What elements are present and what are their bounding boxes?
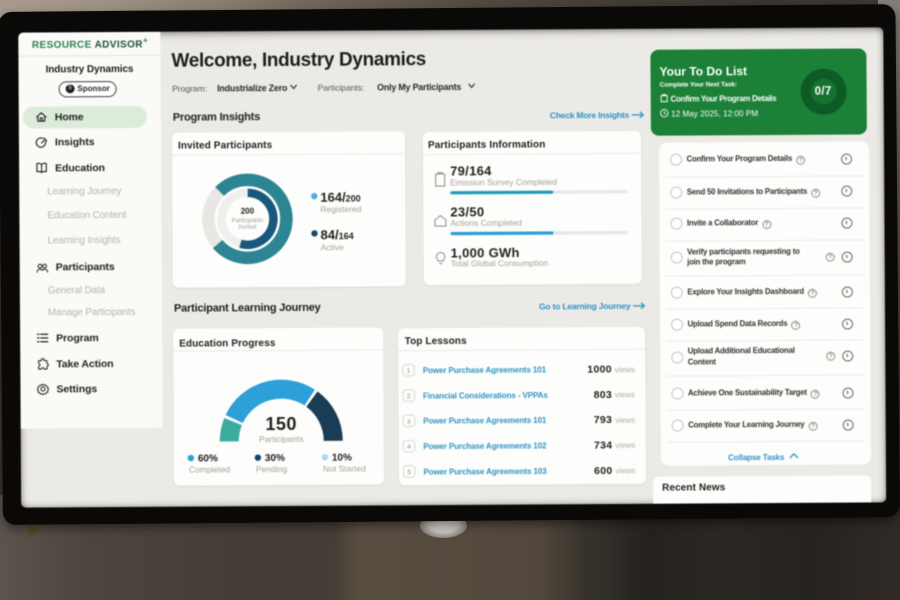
svg-text:734: 734 — [593, 439, 611, 451]
svg-text:Invited: Invited — [238, 224, 256, 230]
svg-text:793: 793 — [593, 413, 611, 425]
svg-text:79/164: 79/164 — [450, 162, 492, 177]
svg-text:Power Purchase Agreements 103: Power Purchase Agreements 103 — [422, 466, 546, 476]
svg-text:Power Purchase Agreements 101: Power Purchase Agreements 101 — [422, 415, 546, 425]
svg-text:5: 5 — [406, 468, 410, 475]
svg-text:Pending: Pending — [255, 463, 287, 473]
svg-text:Registered: Registered — [320, 204, 361, 214]
svg-text:1000: 1000 — [586, 363, 611, 375]
svg-text:Emission Survey Completed: Emission Survey Completed — [450, 176, 557, 187]
svg-text:Actions Completed: Actions Completed — [450, 216, 522, 226]
svg-text:2: 2 — [406, 392, 410, 399]
svg-text:3: 3 — [406, 418, 410, 425]
svg-text:views: views — [614, 364, 634, 373]
svg-text:200: 200 — [240, 206, 254, 215]
svg-text:views: views — [614, 440, 634, 449]
svg-text:Not Started: Not Started — [322, 463, 365, 473]
svg-text:Participants: Participants — [259, 433, 303, 443]
svg-text:10%: 10% — [331, 452, 351, 463]
svg-text:views: views — [614, 465, 634, 474]
svg-text:84/164: 84/164 — [320, 227, 353, 242]
svg-text:803: 803 — [593, 388, 611, 400]
svg-text:4: 4 — [406, 443, 410, 450]
svg-text:164/200: 164/200 — [320, 189, 360, 204]
svg-text:Participants: Participants — [231, 218, 262, 224]
svg-text:1,000 GWh: 1,000 GWh — [450, 244, 519, 259]
svg-text:views: views — [614, 389, 634, 398]
svg-text:Total Global Consumption: Total Global Consumption — [450, 257, 548, 268]
svg-text:600: 600 — [593, 464, 611, 476]
svg-text:Power Purchase Agreements 102: Power Purchase Agreements 102 — [422, 440, 546, 450]
svg-text:150: 150 — [265, 413, 297, 433]
svg-text:Active: Active — [320, 242, 343, 252]
svg-text:23/50: 23/50 — [450, 203, 484, 218]
svg-text:Power Purchase Agreements 101: Power Purchase Agreements 101 — [422, 365, 546, 375]
svg-text:Completed: Completed — [188, 464, 229, 474]
svg-text:views: views — [614, 415, 634, 424]
svg-text:30%: 30% — [264, 453, 284, 464]
svg-text:1: 1 — [406, 367, 410, 374]
svg-text:60%: 60% — [197, 453, 217, 464]
svg-text:Financial Considerations - VPP: Financial Considerations - VPPAs — [422, 390, 547, 400]
